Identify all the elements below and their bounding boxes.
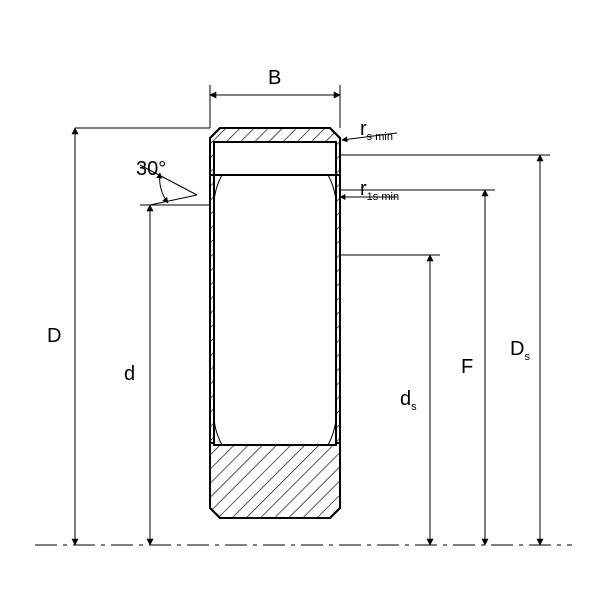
dim-angle: 30°	[136, 158, 166, 181]
diagram-svg	[0, 0, 600, 600]
dim-d: d	[124, 363, 135, 386]
dim-B: B	[268, 67, 281, 90]
dim-rsmin: rs min	[360, 118, 393, 143]
dim-ds: ds	[400, 388, 417, 413]
diagram-stage: B Dd ds F Ds rs min r1s min 30°	[0, 0, 600, 600]
dim-F: F	[461, 356, 473, 379]
dim-r1smin: r1s min	[360, 178, 399, 203]
dim-Ds: Ds	[510, 338, 530, 363]
dim-D: D	[47, 325, 61, 348]
